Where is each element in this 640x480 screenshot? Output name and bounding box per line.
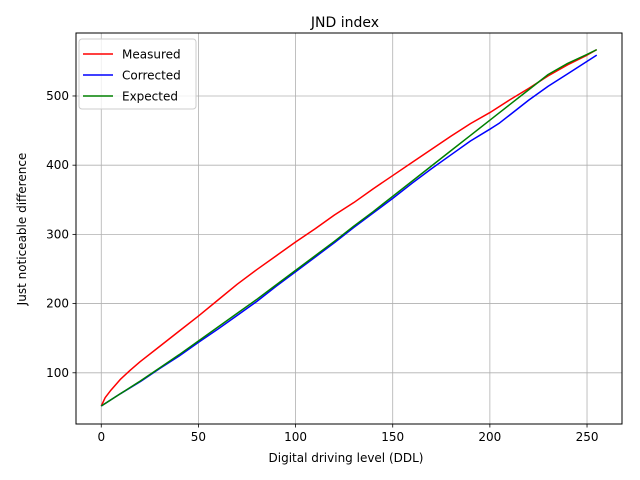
y-tick-label: 500 [46, 89, 69, 103]
x-axis-label: Digital driving level (DDL) [269, 451, 424, 465]
chart-title: JND index [310, 15, 379, 31]
x-tick-label: 0 [97, 430, 105, 444]
y-tick-label: 300 [46, 227, 69, 241]
series-line-expected [100, 48, 598, 407]
legend-label-corrected: Corrected [122, 69, 181, 83]
y-tick-label: 100 [46, 366, 69, 380]
series-line-measured [100, 48, 598, 407]
y-axis-ticks: 100 200 300 400 500 [46, 89, 76, 380]
legend-box [78, 38, 197, 110]
y-axis-label: Just noticeable difference [15, 153, 29, 307]
x-tick-label: 50 [191, 430, 206, 444]
series-lines [100, 48, 598, 407]
x-tick-label: 100 [284, 430, 307, 444]
x-tick-label: 150 [381, 430, 404, 444]
y-tick-label: 200 [46, 297, 69, 311]
legend-label-measured: Measured [122, 48, 181, 62]
series-line-corrected [100, 54, 598, 407]
grid-lines [76, 33, 622, 424]
x-tick-label: 200 [478, 430, 501, 444]
legend: Measured Corrected Expected [78, 38, 197, 110]
x-axis-ticks: 0 50 100 150 200 250 [97, 424, 598, 444]
plot-frame [75, 32, 623, 425]
legend-label-expected: Expected [122, 90, 178, 104]
x-tick-label: 250 [576, 430, 599, 444]
y-tick-label: 400 [46, 158, 69, 172]
